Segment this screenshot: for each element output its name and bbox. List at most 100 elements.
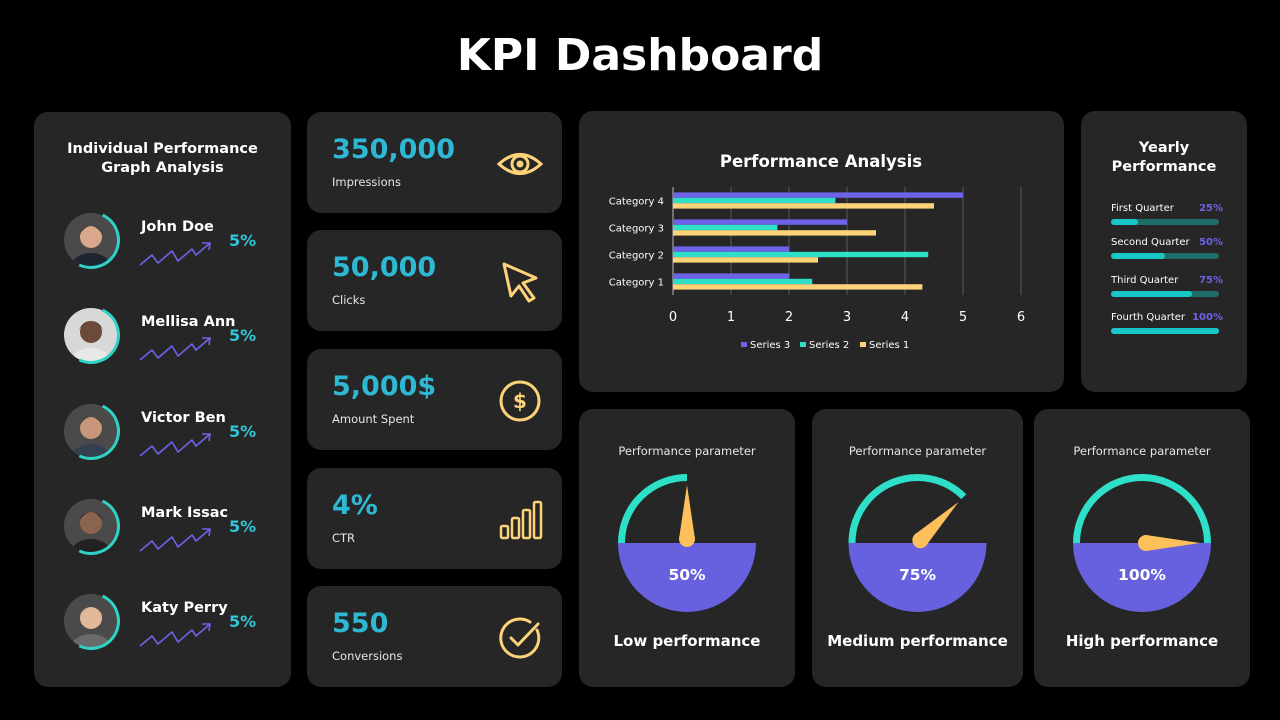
person-row: Mellisa Ann 5% (34, 297, 291, 373)
bar (673, 197, 836, 204)
y-category-label: Category 4 (609, 197, 664, 208)
bar (673, 246, 789, 252)
gauge-dial (618, 474, 756, 612)
x-tick-label: 4 (901, 310, 909, 325)
gauge-needle-hub (912, 532, 929, 549)
bar (673, 219, 847, 225)
gauge-subtitle: Low performance (613, 632, 761, 650)
person-name: Victor Ben (141, 410, 226, 426)
gauge-title: Performance parameter (1073, 444, 1211, 458)
quarter-row: Third Quarter 75% (1111, 275, 1223, 297)
metric-card: 550 Conversions (307, 586, 562, 687)
quarter-progress-fill (1111, 253, 1165, 259)
person-name: Mellisa Ann (141, 314, 236, 330)
avatar-ring (53, 297, 129, 373)
gauge-base (618, 543, 756, 612)
gauge-needle (679, 485, 695, 539)
dollar-icon: $ (499, 380, 541, 422)
x-tick-label: 1 (727, 310, 735, 325)
bar (673, 230, 876, 236)
page-title: KPI Dashboard (456, 30, 824, 81)
trend-arrow-icon (139, 242, 211, 266)
gauge-title: Performance parameter (848, 444, 987, 458)
quarter-progress-track (1111, 253, 1219, 259)
metric-card: 350,000 Impressions (307, 112, 562, 213)
bar (673, 224, 778, 231)
gauge-dial (848, 474, 987, 612)
metric-label: Amount Spent (332, 412, 415, 426)
svg-text:$: $ (513, 389, 527, 413)
legend-label: Series 3 (750, 340, 790, 351)
gauge-needle-hub (1138, 535, 1154, 551)
metric-value: 4% (332, 490, 378, 521)
x-tick-label: 0 (669, 310, 677, 325)
person-percent: 5% (229, 612, 257, 631)
panel-title-line2: Graph Analysis (101, 160, 224, 176)
gauge-title: Performance parameter (618, 444, 756, 458)
metric-card: 50,000 Clicks (307, 230, 562, 331)
gauge-value: 50% (668, 566, 706, 584)
metric-card: 4% CTR (307, 468, 562, 569)
metric-value: 50,000 (332, 252, 437, 283)
metric-label: Impressions (332, 175, 401, 189)
yearly-performance-panel: Yearly Performance First Quarter 25% Secon… (1081, 111, 1247, 392)
avatar-ring (53, 202, 129, 278)
eye-icon (496, 153, 544, 175)
metric-label: CTR (332, 531, 356, 545)
yearly-title: Yearly Performance (1081, 139, 1247, 177)
quarter-percent: 75% (1199, 275, 1223, 286)
quarter-row: Second Quarter 50% (1111, 237, 1223, 259)
chart-title: Performance Analysis (720, 152, 922, 171)
gauge-needle (1146, 535, 1200, 551)
bar (673, 278, 813, 285)
gauge-base (1073, 543, 1211, 612)
person-name: Mark Issac (141, 505, 229, 521)
yearly-title-line1: Yearly (1138, 140, 1190, 156)
metric-value: 550 (332, 608, 389, 639)
legend-label: Series 2 (809, 340, 849, 351)
bar (673, 284, 923, 290)
quarter-label: Second Quarter (1111, 237, 1190, 248)
y-category-label: Category 1 (609, 278, 664, 289)
x-tick-label: 3 (843, 310, 851, 325)
cursor-icon (502, 262, 538, 303)
bar (673, 251, 929, 258)
legend-swatch (860, 342, 866, 347)
gauge-value: 100% (1118, 566, 1166, 584)
person-percent: 5% (229, 326, 257, 345)
gauge-subtitle: Medium performance (827, 632, 1008, 650)
avatar-ring (53, 393, 129, 469)
quarter-percent: 50% (1199, 237, 1223, 248)
quarter-progress-fill (1111, 291, 1192, 297)
person-row: Katy Perry 5% (34, 583, 291, 659)
quarter-percent: 25% (1199, 203, 1223, 214)
legend-swatch (741, 342, 747, 347)
individual-performance-panel: Individual Performance Graph Analysis Jo… (34, 112, 291, 687)
trend-arrow-icon (139, 528, 211, 552)
avatar (64, 404, 118, 458)
avatar (64, 594, 118, 648)
gauge-dial (1073, 474, 1211, 612)
avatar (64, 308, 118, 362)
bar (673, 273, 789, 279)
quarter-progress-track (1111, 291, 1219, 297)
performance-gauge-card: Performance parameter 75% Medium performan… (812, 409, 1023, 687)
y-category-label: Category 2 (609, 251, 664, 262)
metric-value: 5,000$ (332, 371, 437, 402)
trend-arrow-icon (139, 433, 211, 457)
quarter-percent: 100% (1192, 312, 1223, 323)
avatar-ring (53, 583, 129, 659)
person-name: John Doe (141, 219, 214, 235)
panel-title: Individual Performance Graph Analysis (34, 140, 291, 178)
panel-title-line1: Individual Performance (67, 141, 258, 157)
x-tick-label: 6 (1017, 310, 1025, 325)
avatar (64, 499, 118, 553)
gauge-subtitle: High performance (1065, 632, 1219, 650)
gauge-arc (848, 474, 967, 544)
avatar-ring (53, 488, 129, 564)
quarter-progress-track (1111, 328, 1219, 334)
person-name: Katy Perry (141, 600, 228, 616)
quarter-row: Fourth Quarter 100% (1111, 312, 1223, 334)
bar-chart-icon (499, 500, 543, 540)
chart-svg: Performance Analysis 0 1 2 3 4 5 6 Category 1 Cat… (609, 152, 1025, 351)
